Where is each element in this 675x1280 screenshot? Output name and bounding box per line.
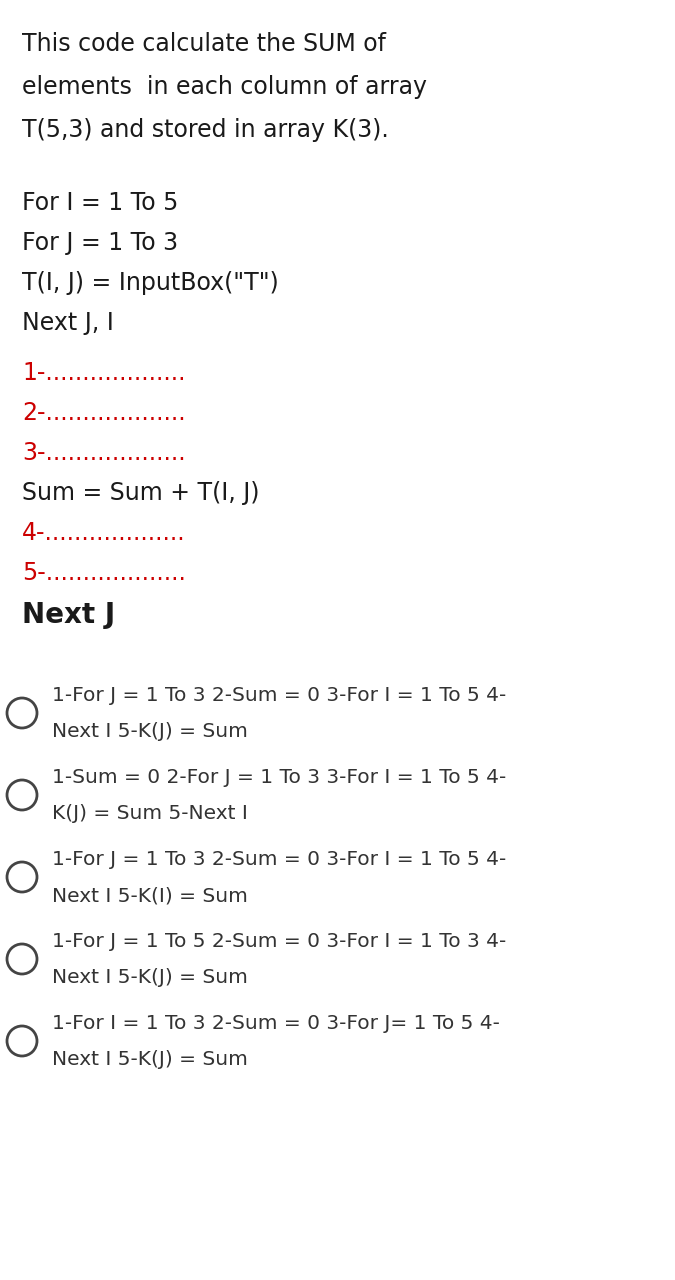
- Text: T(5,3) and stored in array K(3).: T(5,3) and stored in array K(3).: [22, 118, 389, 142]
- Text: elements  in each column of array: elements in each column of array: [22, 76, 427, 99]
- Text: 1-For J = 1 To 5 2-Sum = 0 3-For I = 1 To 3 4-: 1-For J = 1 To 5 2-Sum = 0 3-For I = 1 T…: [52, 932, 506, 951]
- Text: 3-...................: 3-...................: [22, 442, 186, 465]
- Text: For J = 1 To 3: For J = 1 To 3: [22, 230, 178, 255]
- Text: This code calculate the SUM of: This code calculate the SUM of: [22, 32, 386, 56]
- Text: K(J) = Sum 5-Next I: K(J) = Sum 5-Next I: [52, 804, 248, 823]
- Text: 1-For J = 1 To 3 2-Sum = 0 3-For I = 1 To 5 4-: 1-For J = 1 To 3 2-Sum = 0 3-For I = 1 T…: [52, 850, 506, 869]
- Text: For I = 1 To 5: For I = 1 To 5: [22, 191, 178, 215]
- Text: 1-For I = 1 To 3 2-Sum = 0 3-For J= 1 To 5 4-: 1-For I = 1 To 3 2-Sum = 0 3-For J= 1 To…: [52, 1014, 500, 1033]
- Text: 2-...................: 2-...................: [22, 401, 186, 425]
- Text: Next J, I: Next J, I: [22, 311, 114, 335]
- Text: Next I 5-K(J) = Sum: Next I 5-K(J) = Sum: [52, 1050, 248, 1069]
- Text: Next I 5-K(J) = Sum: Next I 5-K(J) = Sum: [52, 722, 248, 741]
- Text: 4-...................: 4-...................: [22, 521, 186, 545]
- Text: 1-...................: 1-...................: [22, 361, 186, 385]
- Text: 5-...................: 5-...................: [22, 561, 186, 585]
- Text: Next I 5-K(I) = Sum: Next I 5-K(I) = Sum: [52, 886, 248, 905]
- Text: Next J: Next J: [22, 602, 115, 628]
- Text: T(I, J) = InputBox("T"): T(I, J) = InputBox("T"): [22, 271, 279, 294]
- Text: 1-Sum = 0 2-For J = 1 To 3 3-For I = 1 To 5 4-: 1-Sum = 0 2-For J = 1 To 3 3-For I = 1 T…: [52, 768, 506, 787]
- Text: Next I 5-K(J) = Sum: Next I 5-K(J) = Sum: [52, 968, 248, 987]
- Text: 1-For J = 1 To 3 2-Sum = 0 3-For I = 1 To 5 4-: 1-For J = 1 To 3 2-Sum = 0 3-For I = 1 T…: [52, 686, 506, 705]
- Text: Sum = Sum + T(I, J): Sum = Sum + T(I, J): [22, 481, 259, 506]
